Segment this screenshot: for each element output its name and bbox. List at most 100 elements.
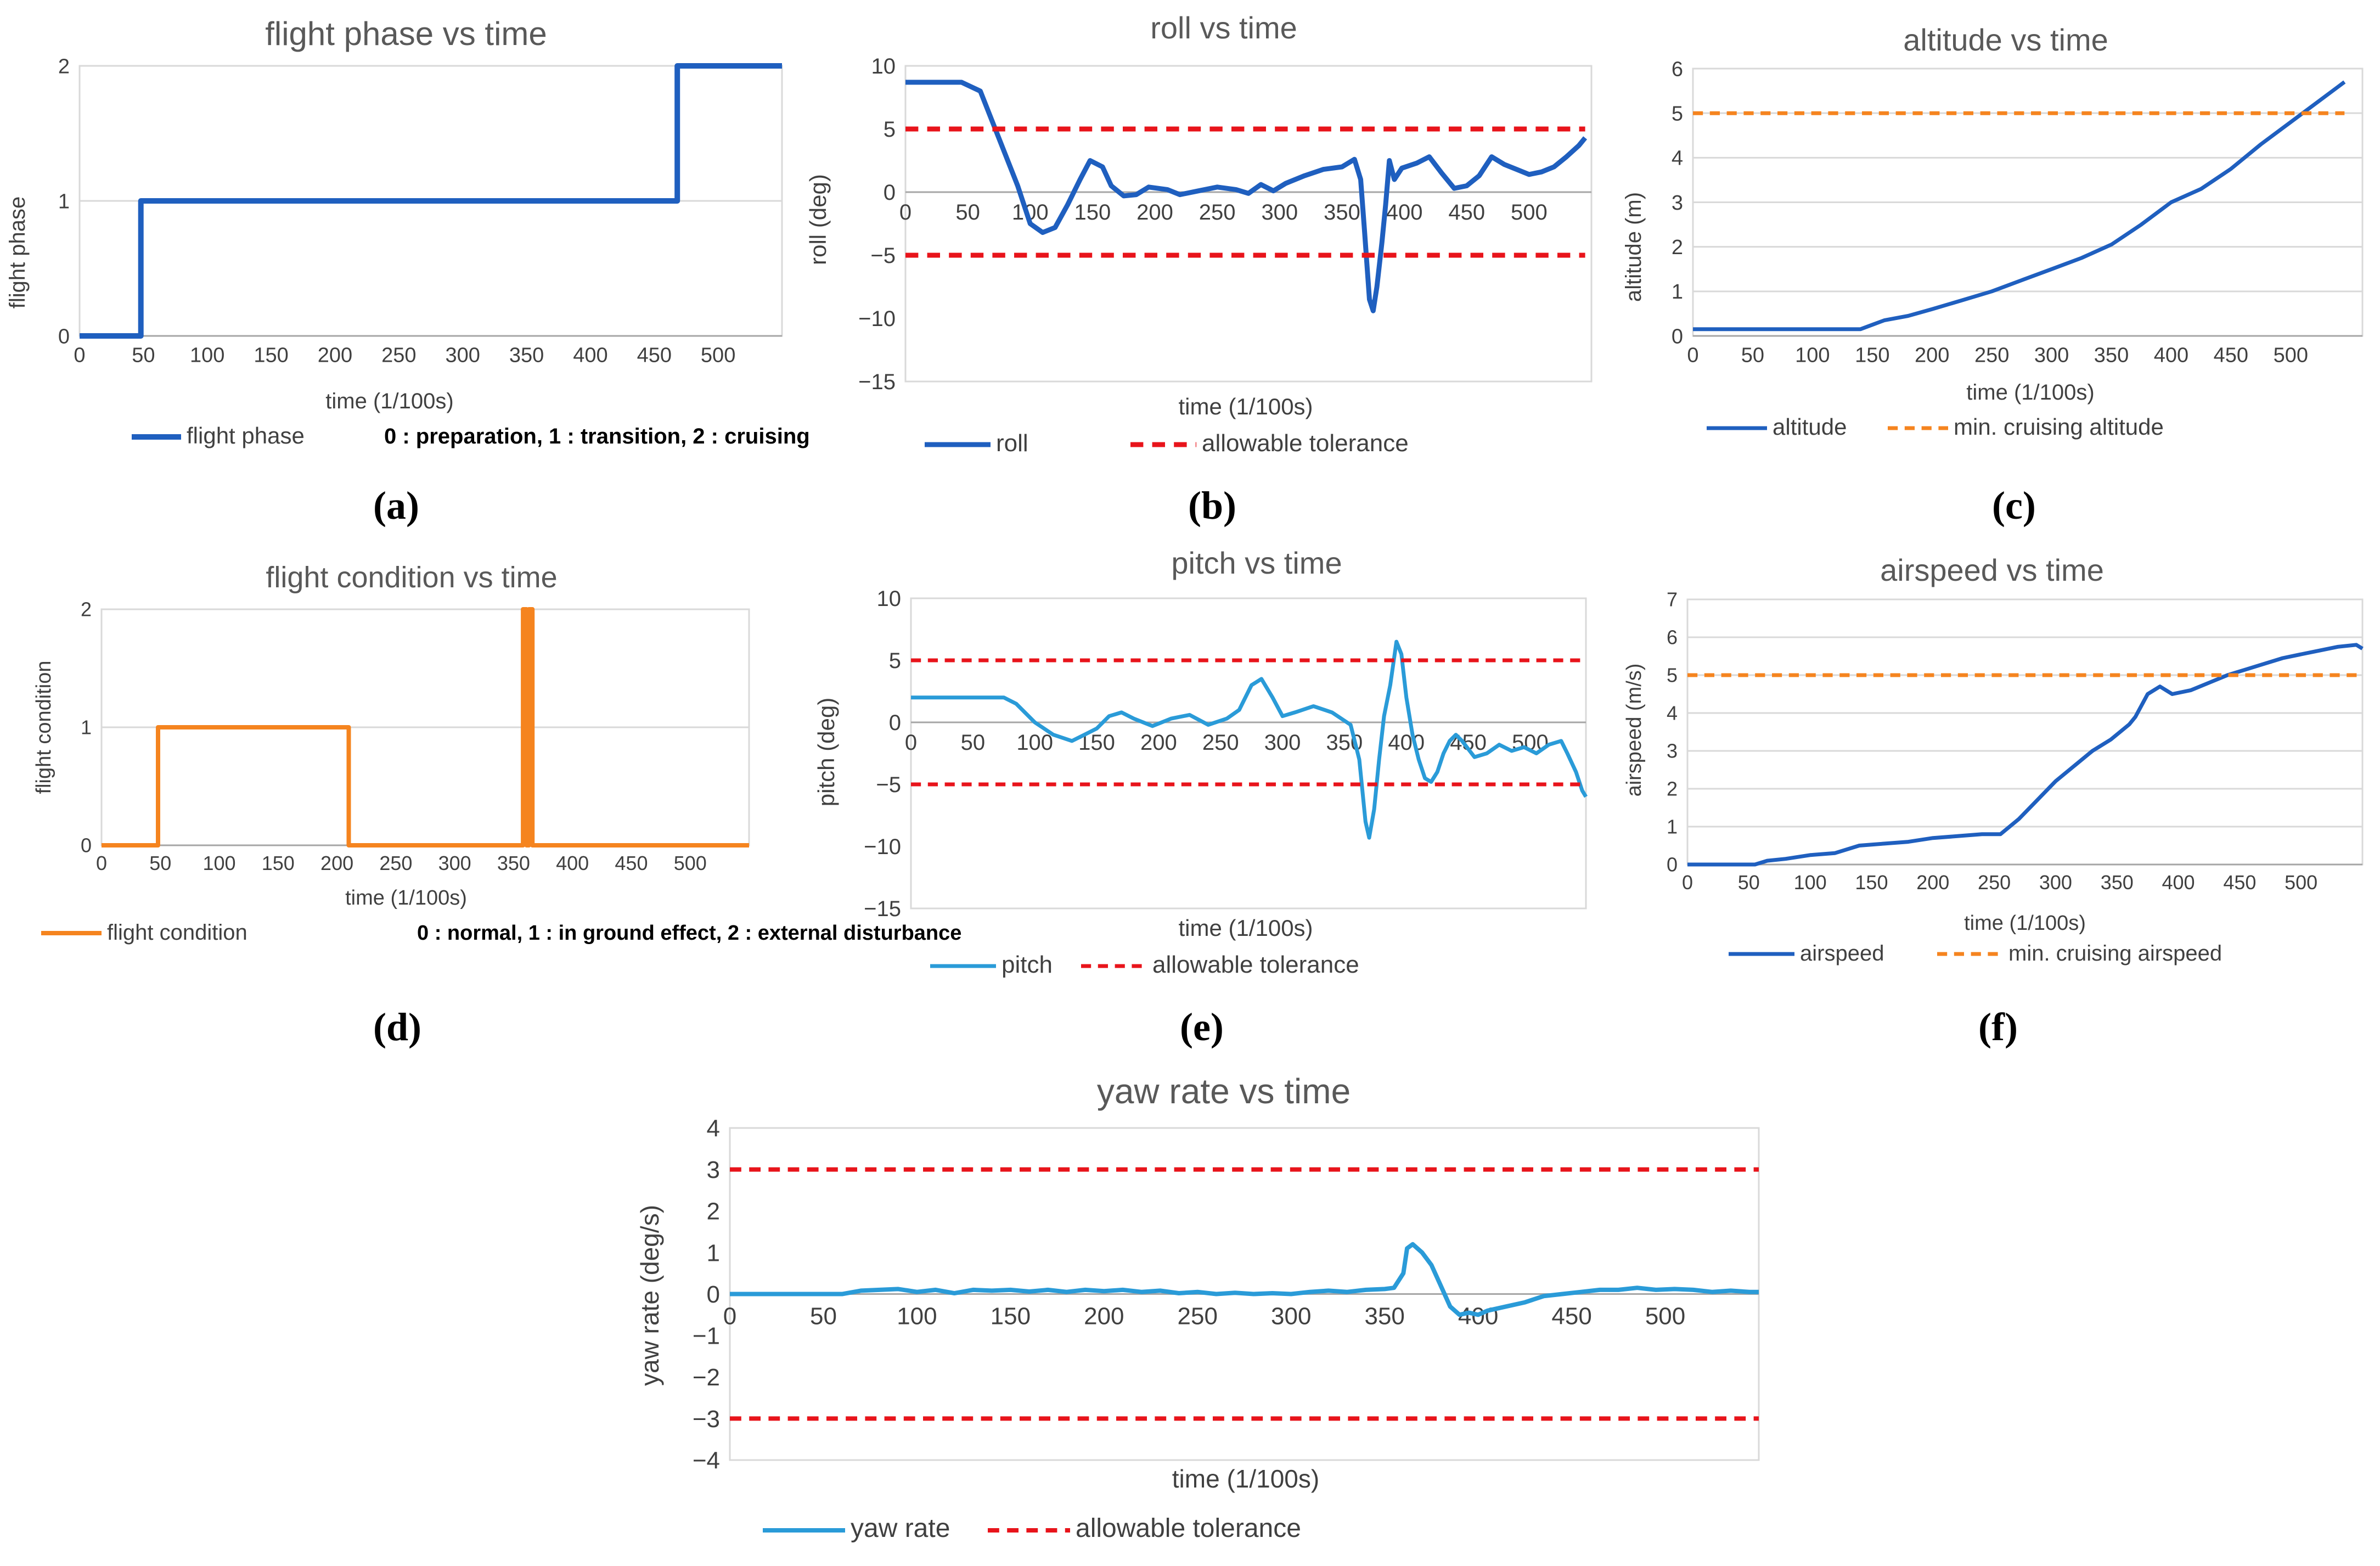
x-axis-label: time (1/100s) (1178, 394, 1313, 419)
y-axis-label: altitude (m) (1622, 192, 1646, 302)
y-tick-label: 0 (1667, 854, 1678, 876)
x-tick-label: 250 (1974, 344, 2009, 367)
sub-label-e: (e) (1180, 1005, 1224, 1049)
x-tick-label: 50 (1741, 344, 1764, 367)
y-tick-label: −4 (693, 1447, 720, 1474)
x-tick-label: 350 (509, 344, 544, 367)
legend-label: allowable tolerance (1202, 430, 1409, 457)
y-tick-label: 5 (884, 117, 896, 142)
y-tick-label: 0 (81, 834, 92, 857)
x-tick-label: 250 (1202, 731, 1239, 755)
y-tick-label: 1 (1672, 280, 1683, 304)
x-tick-label: 350 (1364, 1303, 1404, 1330)
legend-label: allowable tolerance (1152, 951, 1359, 978)
sub-label-c: (c) (1992, 484, 2036, 527)
x-tick-label: 400 (2154, 344, 2188, 367)
x-tick-label: 250 (1978, 871, 2011, 894)
x-tick-label: 450 (1448, 200, 1485, 224)
x-tick-label: 500 (1511, 200, 1548, 224)
sub-label-f: (f) (1978, 1005, 2018, 1049)
x-tick-label: 150 (262, 852, 295, 874)
y-tick-label: 0 (889, 711, 901, 735)
x-axis-label: time (1/100s) (345, 886, 467, 910)
x-tick-label: 0 (899, 200, 912, 224)
x-tick-label: 350 (2094, 344, 2129, 367)
x-tick-label: 250 (1199, 200, 1236, 224)
x-tick-label: 150 (1074, 200, 1111, 224)
legend-label: roll (996, 430, 1028, 457)
y-tick-label: 4 (1672, 147, 1683, 170)
x-tick-label: 100 (190, 344, 224, 367)
y-tick-label: 10 (877, 587, 902, 611)
x-tick-label: 350 (497, 852, 530, 874)
y-tick-label: 0 (58, 325, 70, 348)
x-tick-label: 450 (637, 344, 672, 367)
sub-label-d: (d) (373, 1005, 421, 1049)
x-tick-label: 500 (2285, 871, 2317, 894)
x-tick-label: 0 (723, 1303, 736, 1330)
x-tick-label: 400 (1388, 731, 1425, 755)
y-axis-label: roll (deg) (805, 174, 831, 265)
x-tick-label: 300 (438, 852, 471, 874)
x-tick-label: 250 (381, 344, 416, 367)
x-tick-label: 100 (1795, 344, 1830, 367)
y-axis-label: airspeed (m/s) (1623, 664, 1646, 797)
x-tick-label: 450 (615, 852, 648, 874)
x-tick-label: 0 (1687, 344, 1698, 367)
y-tick-label: 3 (1667, 740, 1678, 762)
x-tick-label: 0 (905, 731, 917, 755)
x-tick-label: 450 (2214, 344, 2248, 367)
y-tick-label: −2 (693, 1364, 720, 1391)
x-tick-label: 400 (2162, 871, 2195, 894)
legend-label: flight phase (187, 423, 305, 448)
x-tick-label: 300 (2034, 344, 2069, 367)
x-tick-label: 500 (701, 344, 735, 367)
x-tick-label: 300 (2039, 871, 2072, 894)
legend-label: pitch (1001, 951, 1053, 978)
y-tick-label: 5 (1672, 102, 1683, 125)
x-tick-label: 300 (445, 344, 480, 367)
y-tick-label: −3 (693, 1406, 720, 1433)
legend-label: yaw rate (851, 1514, 950, 1543)
plot-area (1686, 598, 2364, 866)
x-tick-label: 200 (1136, 200, 1173, 224)
legend-label: allowable tolerance (1076, 1514, 1301, 1543)
series-line-flight-condition (102, 607, 749, 847)
y-tick-label: −15 (864, 897, 901, 921)
plot-area (904, 65, 1593, 383)
x-tick-label: 0 (96, 852, 107, 874)
y-tick-label: 0 (707, 1281, 720, 1308)
x-tick-label: 400 (573, 344, 607, 367)
x-tick-label: 150 (991, 1303, 1031, 1330)
x-tick-label: 0 (1682, 871, 1693, 894)
chart-title: flight phase vs time (265, 15, 547, 52)
x-tick-label: 200 (1084, 1303, 1124, 1330)
y-axis-label: flight condition (32, 661, 55, 794)
x-tick-label: 150 (1855, 344, 1889, 367)
x-tick-label: 50 (955, 200, 980, 224)
y-axis-label: yaw rate (deg/s) (635, 1205, 664, 1386)
y-tick-label: −15 (858, 370, 896, 394)
x-tick-label: 100 (1016, 731, 1053, 755)
x-tick-label: 500 (2274, 344, 2308, 367)
y-tick-label: 0 (1672, 325, 1683, 348)
x-axis-label: time (1/100s) (1178, 915, 1313, 941)
y-tick-label: 2 (707, 1198, 720, 1225)
x-tick-label: 150 (1855, 871, 1888, 894)
panel-altitude: 0 1 2 3 4 5 6 0 50 100 150 200 250 300 350 400 450 500 alt… (1622, 23, 2364, 440)
sub-label-a: (a) (373, 484, 419, 527)
y-tick-label: −5 (870, 244, 896, 268)
legend-note: 0 : normal, 1 : in ground effect, 2 : ex… (417, 922, 961, 945)
legend-label: altitude (1773, 414, 1847, 440)
x-tick-label: 100 (897, 1303, 937, 1330)
y-tick-label: 4 (707, 1115, 720, 1142)
x-tick-label: 200 (1140, 731, 1177, 755)
chart-title: flight condition vs time (266, 561, 557, 594)
y-tick-label: 2 (1672, 236, 1683, 259)
y-tick-label: 4 (1667, 702, 1678, 725)
x-tick-label: 450 (1551, 1303, 1591, 1330)
